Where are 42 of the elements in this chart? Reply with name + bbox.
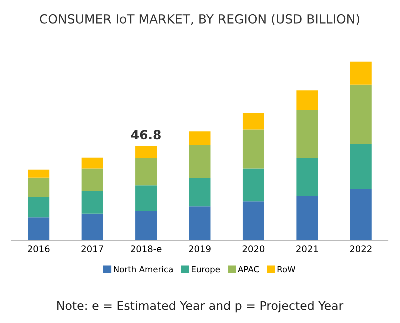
text: Note: e = Estimated Year and p = Projected Year [58,301,344,313]
bar [350,84,372,144]
bar [28,178,50,198]
bar [296,158,318,196]
bar [82,214,104,241]
bar [350,144,372,190]
x-tick-label: 2021 [296,246,318,252]
bar [189,144,211,178]
bar [350,189,372,241]
bar [296,90,318,110]
x-tick-label: 2016 [28,246,50,252]
x-tick-label: 2017 [82,246,104,252]
bar [28,170,50,178]
bar [242,130,264,169]
bar [136,186,158,212]
bar [28,197,50,218]
bar [242,168,264,202]
bar [189,178,211,207]
bar [350,62,372,85]
bar [82,168,104,192]
chart-title: CONSUMER IoT MARKET, BY REGION (USD BILLION) [40,14,360,26]
bar [82,158,104,169]
bar [82,191,104,214]
bar [296,110,318,158]
bar [242,114,264,130]
bar [189,206,211,241]
legend-label: North America [114,266,173,273]
bar [242,202,264,241]
legend-label: APAC [238,266,260,273]
x-tick-label: 2019 [189,246,211,252]
legend-label: Europe [192,266,220,274]
legend-label: RoW [278,266,296,273]
bar [136,146,158,158]
bar [189,132,211,145]
bar [28,218,50,241]
bar [296,196,318,241]
x-tick-label: 2020 [242,246,265,252]
x-tick-label: 2018-e [131,246,162,252]
bar [136,158,158,186]
x-tick-label: 2022 [350,246,372,252]
annotation: 46.8 [131,130,161,140]
bar [136,211,158,241]
